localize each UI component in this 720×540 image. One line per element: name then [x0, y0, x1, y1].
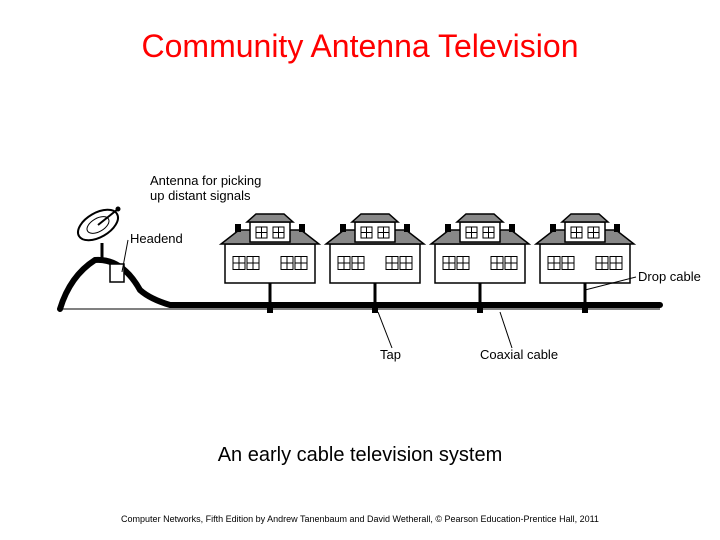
copyright-footer: Computer Networks, Fifth Edition by Andr…: [0, 514, 720, 524]
slide: Community Antenna Television Antenna for…: [0, 0, 720, 540]
figure-caption: An early cable television system: [0, 444, 720, 467]
